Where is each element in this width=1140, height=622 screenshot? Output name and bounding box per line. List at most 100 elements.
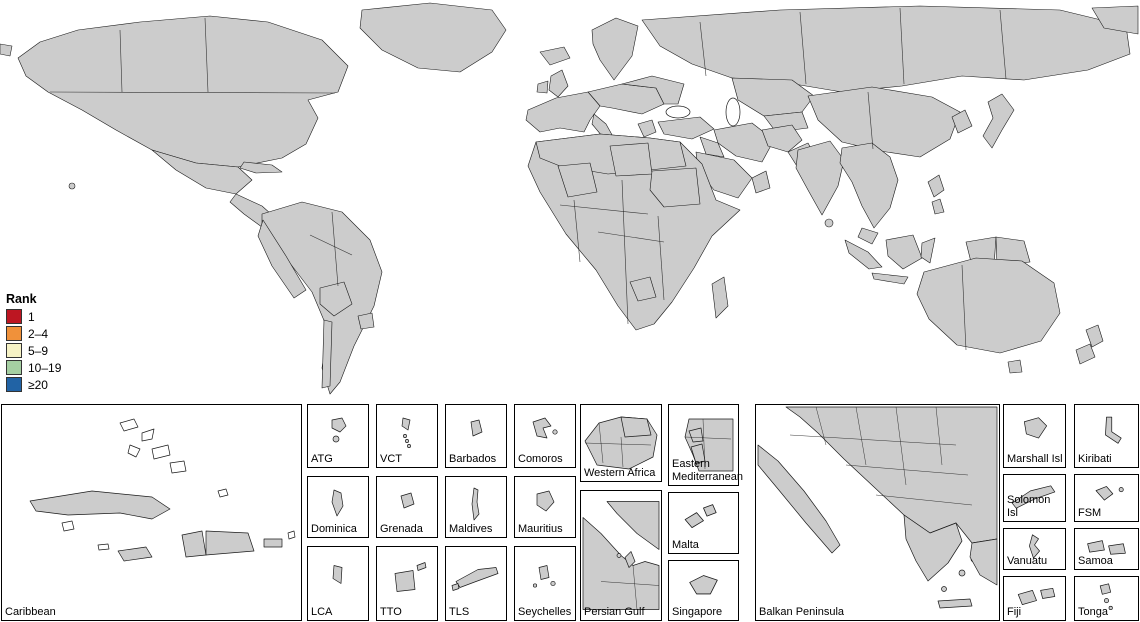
- region-samoa-savaii: [1087, 540, 1105, 553]
- world-map: [0, 2, 1139, 395]
- region-andes: [257, 219, 307, 299]
- inset-tonga-map: [1099, 583, 1113, 610]
- inset-vanuatu: Vanuatu: [1003, 528, 1066, 570]
- region-seychelles-islet: [532, 583, 538, 588]
- region-western-africa-rank20: [620, 416, 652, 438]
- region-greek-island: [958, 569, 966, 577]
- inset-marshall-map: [1023, 417, 1048, 439]
- region-new-zealand-south: [1075, 343, 1096, 365]
- inset-malta: Malta: [668, 492, 739, 554]
- legend-swatch-rank-10-19: [6, 360, 22, 375]
- inset-gulf-borders: [600, 565, 660, 610]
- region-malaysia: [857, 227, 879, 245]
- inset-tonga: Tonga: [1074, 576, 1139, 621]
- legend-swatch-rank-5-9: [6, 343, 22, 358]
- region-barbuda: [332, 435, 340, 443]
- region-hawaii: [68, 182, 76, 190]
- region-qatar: [624, 551, 636, 568]
- region-mexico: [151, 149, 253, 195]
- region-samoa-upolu: [1108, 543, 1126, 555]
- region-puerto-rico-inset: [263, 538, 283, 548]
- inset-label-solomon: Solomon Isl: [1007, 494, 1051, 519]
- inset-vct: VCT: [376, 404, 438, 468]
- region-sri-lanka: [824, 218, 834, 228]
- region-tasmania: [1007, 359, 1023, 374]
- region-uk: [548, 69, 569, 98]
- region-japan: [982, 93, 1015, 149]
- region-barbados: [470, 419, 483, 437]
- bahamas-island: [127, 444, 141, 458]
- legend-item-rank-1: 1: [6, 309, 61, 324]
- region-seychelles-islet: [550, 580, 556, 587]
- region-greece: [637, 119, 657, 138]
- region-madagascar: [711, 276, 729, 319]
- inset-seychelles: Seychelles: [514, 546, 576, 621]
- region-iraq: [699, 136, 725, 158]
- black-sea: [665, 105, 691, 119]
- region-china: [807, 86, 961, 158]
- caspian-sea: [725, 97, 741, 127]
- legend: Rank 1 2–4 5–9 10–19 ≥20: [6, 292, 61, 394]
- inset-label-singapore: Singapore: [672, 605, 723, 618]
- inset-western-africa-map: [584, 416, 658, 470]
- region-zambia: [629, 276, 657, 302]
- inset-mauritius: Mauritius: [514, 476, 576, 538]
- region-australia: [916, 257, 1061, 354]
- region-libya: [609, 142, 653, 177]
- legend-label-rank-2-4: 2–4: [28, 326, 49, 341]
- region-tobago: [416, 562, 427, 571]
- region-timor-leste: [455, 567, 499, 588]
- region-greenland: [359, 2, 507, 73]
- region-aleutians: [0, 43, 13, 57]
- region-mauritius: [536, 490, 555, 512]
- region-sumatra: [844, 239, 883, 270]
- inset-eastern-mediterranean-map: [684, 418, 734, 472]
- region-jamaica-inset: [117, 546, 153, 562]
- inset-barbados-map: [470, 419, 483, 437]
- inset-dominica-map: [331, 489, 344, 517]
- inset-label-maldives: Maldives: [449, 522, 493, 535]
- region-papua-new-guinea: [995, 236, 1031, 267]
- region-sudan: [649, 167, 701, 208]
- inset-tto-map: [394, 562, 427, 592]
- region-turkey-inset: [969, 538, 998, 586]
- region-greek-island: [941, 586, 947, 592]
- region-micronesia: [1095, 486, 1114, 501]
- inset-balkan-borders: [789, 406, 973, 506]
- region-seychelles-mahe: [538, 565, 550, 580]
- turks-island: [217, 488, 229, 498]
- inset-malta-map: [684, 504, 717, 529]
- region-cuba-inset: [29, 490, 171, 520]
- region-iceland: [539, 46, 571, 66]
- inset-atg: ATG: [307, 404, 369, 468]
- inset-em-borders: [684, 418, 732, 470]
- inset-label-balkan: Balkan Peninsula: [759, 605, 845, 618]
- inset-mauritius-map: [536, 490, 555, 512]
- inset-label-comoros: Comoros: [518, 452, 563, 465]
- inset-label-atg: ATG: [311, 452, 333, 465]
- inset-solomon-map: [1011, 485, 1056, 509]
- inset-persian-gulf-map: [582, 501, 660, 610]
- region-java: [871, 272, 909, 285]
- region-india: [795, 140, 845, 216]
- inset-western-africa: Western Africa: [580, 404, 662, 482]
- legend-swatch-rank-2-4: [6, 326, 22, 341]
- region-uruguay: [357, 312, 375, 330]
- inset-singapore-map: [689, 575, 718, 595]
- inset-comoros: Comoros: [514, 404, 576, 468]
- region-haiti-inset: [181, 530, 207, 558]
- region-north-america: [17, 15, 349, 168]
- inset-label-vct: VCT: [380, 452, 402, 465]
- inset-persian-gulf: Persian Gulf: [580, 490, 662, 621]
- bahamas-island: [119, 418, 139, 432]
- region-greece-inset: [903, 514, 963, 582]
- inset-label-fiji: Fiji: [1007, 605, 1022, 618]
- inset-label-tto: TTO: [380, 605, 402, 618]
- region-st-vincent: [401, 417, 411, 431]
- region-crete: [937, 598, 973, 609]
- region-italy-coast-inset: [757, 444, 841, 554]
- region-trinidad: [394, 570, 416, 592]
- region-bolivia-paraguay: [319, 281, 353, 317]
- region-russia: [641, 5, 1131, 93]
